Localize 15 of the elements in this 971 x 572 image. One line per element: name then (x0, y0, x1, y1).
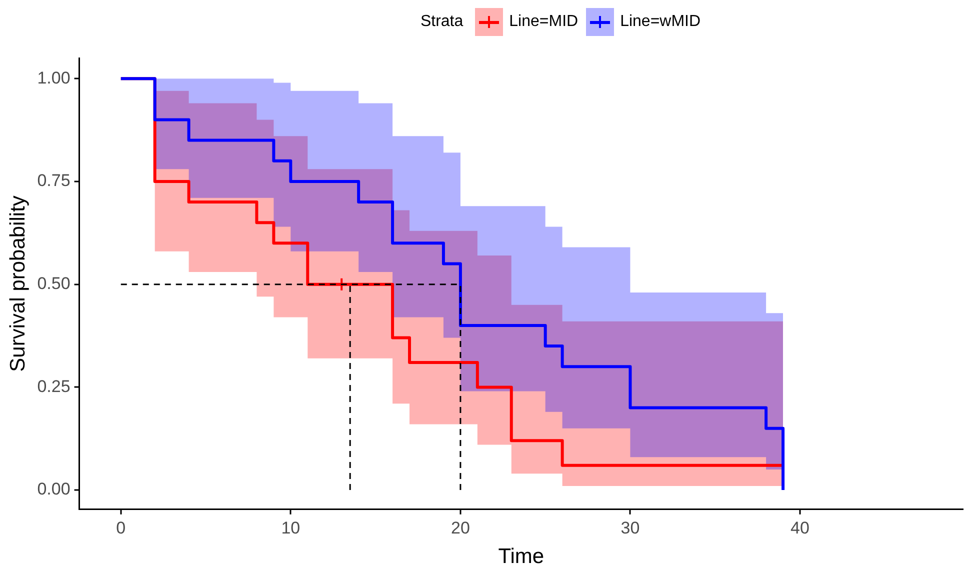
y-axis-title: Survival probability (6, 195, 30, 372)
legend-title: Strata (420, 13, 464, 31)
x-axis-title: Time (498, 545, 544, 568)
legend-label: Line=MID (509, 13, 578, 31)
y-tick-label: 0.25 (37, 376, 70, 396)
y-tick-label: 0.00 (37, 480, 70, 499)
y-tick-label: 0.75 (37, 171, 70, 190)
x-tick-label: 10 (281, 518, 300, 538)
x-tick-label: 20 (450, 518, 470, 538)
x-tick-label: 0 (116, 518, 126, 538)
y-tick-label: 0.50 (37, 274, 70, 294)
y-tick-label: 1.00 (37, 68, 70, 88)
x-tick-label: 30 (620, 518, 640, 538)
x-tick-label: 40 (790, 518, 810, 538)
legend-label: Line=wMID (620, 13, 701, 31)
